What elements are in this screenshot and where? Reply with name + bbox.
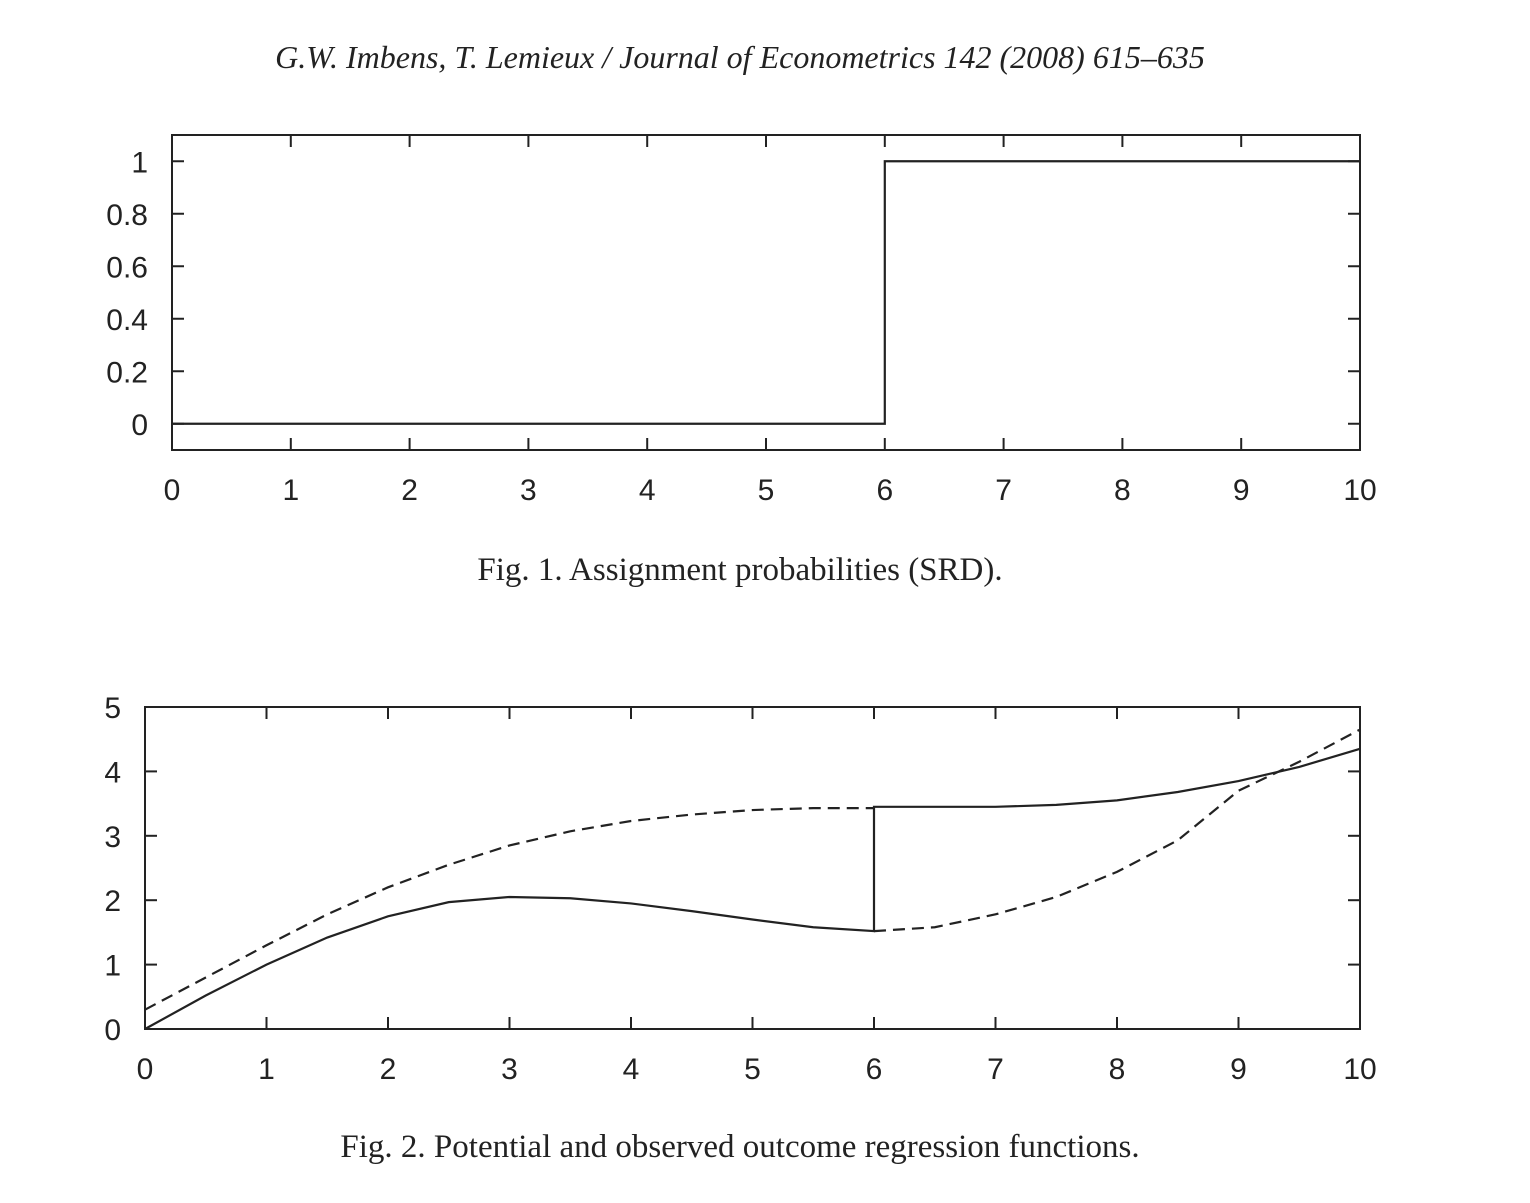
- x-tick-label: 3: [520, 474, 537, 507]
- y-tick-label: 0.2: [106, 356, 148, 389]
- y-tick-label: 0.6: [106, 251, 148, 284]
- x-tick-label: 9: [1233, 474, 1250, 507]
- x-tick-label: 4: [623, 1053, 640, 1086]
- x-tick-label: 10: [1343, 474, 1376, 507]
- y-tick-label: 0.8: [106, 199, 148, 232]
- x-tick-label: 1: [282, 474, 299, 507]
- x-tick-label: 0: [164, 474, 181, 507]
- y-tick-label: 0.4: [106, 304, 148, 337]
- data-line: [144, 728, 1361, 1011]
- y-tick-label: 3: [104, 821, 121, 854]
- x-tick-label: 2: [401, 474, 418, 507]
- x-tick-label: 2: [380, 1053, 397, 1086]
- plot-frame: [144, 706, 1361, 1030]
- data-line: [172, 160, 1360, 425]
- plot-frame: [171, 134, 1361, 451]
- figure-caption: Fig. 1. Assignment probabilities (SRD).: [477, 552, 1002, 588]
- x-tick-label: 8: [1109, 1053, 1126, 1086]
- x-tick-label: 0: [137, 1053, 154, 1086]
- running-header: G.W. Imbens, T. Lemieux / Journal of Eco…: [275, 39, 1205, 75]
- x-tick-label: 5: [744, 1053, 761, 1086]
- x-tick-label: 9: [1230, 1053, 1247, 1086]
- figure-caption: Fig. 2. Potential and observed outcome r…: [340, 1129, 1139, 1165]
- x-tick-label: 7: [987, 1053, 1004, 1086]
- x-tick-label: 3: [501, 1053, 518, 1086]
- x-tick-label: 4: [639, 474, 656, 507]
- x-tick-label: 6: [866, 1053, 883, 1086]
- x-tick-label: 8: [1114, 474, 1131, 507]
- x-tick-label: 5: [758, 474, 775, 507]
- x-tick-label: 6: [876, 474, 893, 507]
- y-tick-label: 1: [104, 950, 121, 983]
- data-line: [144, 747, 1361, 1030]
- y-tick-label: 4: [104, 756, 121, 789]
- x-tick-label: 1: [258, 1053, 275, 1086]
- y-tick-label: 0: [131, 409, 148, 442]
- x-tick-label: 7: [995, 474, 1012, 507]
- y-tick-label: 5: [104, 692, 121, 725]
- y-tick-label: 1: [131, 146, 148, 179]
- x-tick-label: 10: [1343, 1053, 1376, 1086]
- y-tick-label: 2: [104, 885, 121, 918]
- y-tick-label: 0: [104, 1014, 121, 1047]
